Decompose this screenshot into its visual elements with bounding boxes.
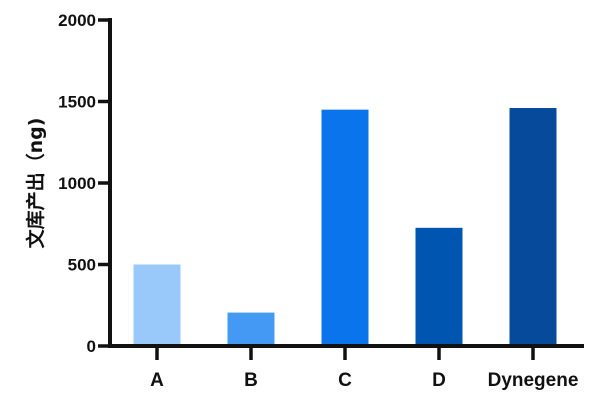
x-tick-label: Dynegene xyxy=(488,370,579,391)
y-axis-label: 文库产出（ng) xyxy=(24,118,47,249)
bar-c xyxy=(321,109,369,347)
bar-d xyxy=(415,227,463,346)
bars xyxy=(133,108,557,347)
x-tick-label: A xyxy=(150,370,164,391)
x-tick-label: C xyxy=(338,370,352,391)
bar-a xyxy=(133,264,181,346)
x-tick-label: D xyxy=(432,370,446,391)
y-tick-label: 1500 xyxy=(58,93,96,112)
y-tick-label: 0 xyxy=(87,337,96,356)
x-tick-label: B xyxy=(244,370,258,391)
y-tick-label: 2000 xyxy=(58,11,96,30)
x-axis: A B C D Dynegene xyxy=(108,344,584,391)
bar-dynegene xyxy=(509,108,557,347)
y-axis: 0 500 1000 1500 2000 xyxy=(58,11,112,356)
bar-b xyxy=(227,312,275,346)
y-tick-label: 1000 xyxy=(58,174,96,193)
y-tick-label: 500 xyxy=(68,256,96,275)
